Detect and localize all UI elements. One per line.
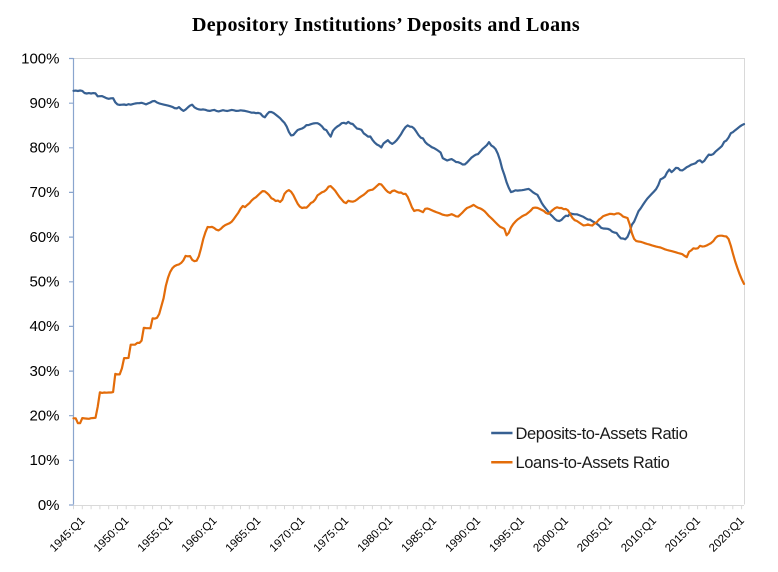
svg-text:Deposits-to-Assets Ratio: Deposits-to-Assets Ratio <box>516 425 688 443</box>
svg-text:70%: 70% <box>29 184 59 201</box>
svg-text:0%: 0% <box>38 497 60 514</box>
svg-text:Depository Institutions’ Depos: Depository Institutions’ Deposits and Lo… <box>192 14 580 36</box>
svg-text:100%: 100% <box>21 50 59 67</box>
svg-text:80%: 80% <box>29 140 59 157</box>
svg-text:30%: 30% <box>29 363 59 380</box>
svg-text:40%: 40% <box>29 318 59 335</box>
svg-text:60%: 60% <box>29 229 59 246</box>
svg-text:90%: 90% <box>29 95 59 112</box>
svg-text:20%: 20% <box>29 407 59 424</box>
svg-text:Loans-to-Assets Ratio: Loans-to-Assets Ratio <box>516 454 670 472</box>
svg-text:50%: 50% <box>29 273 59 290</box>
svg-text:10%: 10% <box>29 452 59 469</box>
